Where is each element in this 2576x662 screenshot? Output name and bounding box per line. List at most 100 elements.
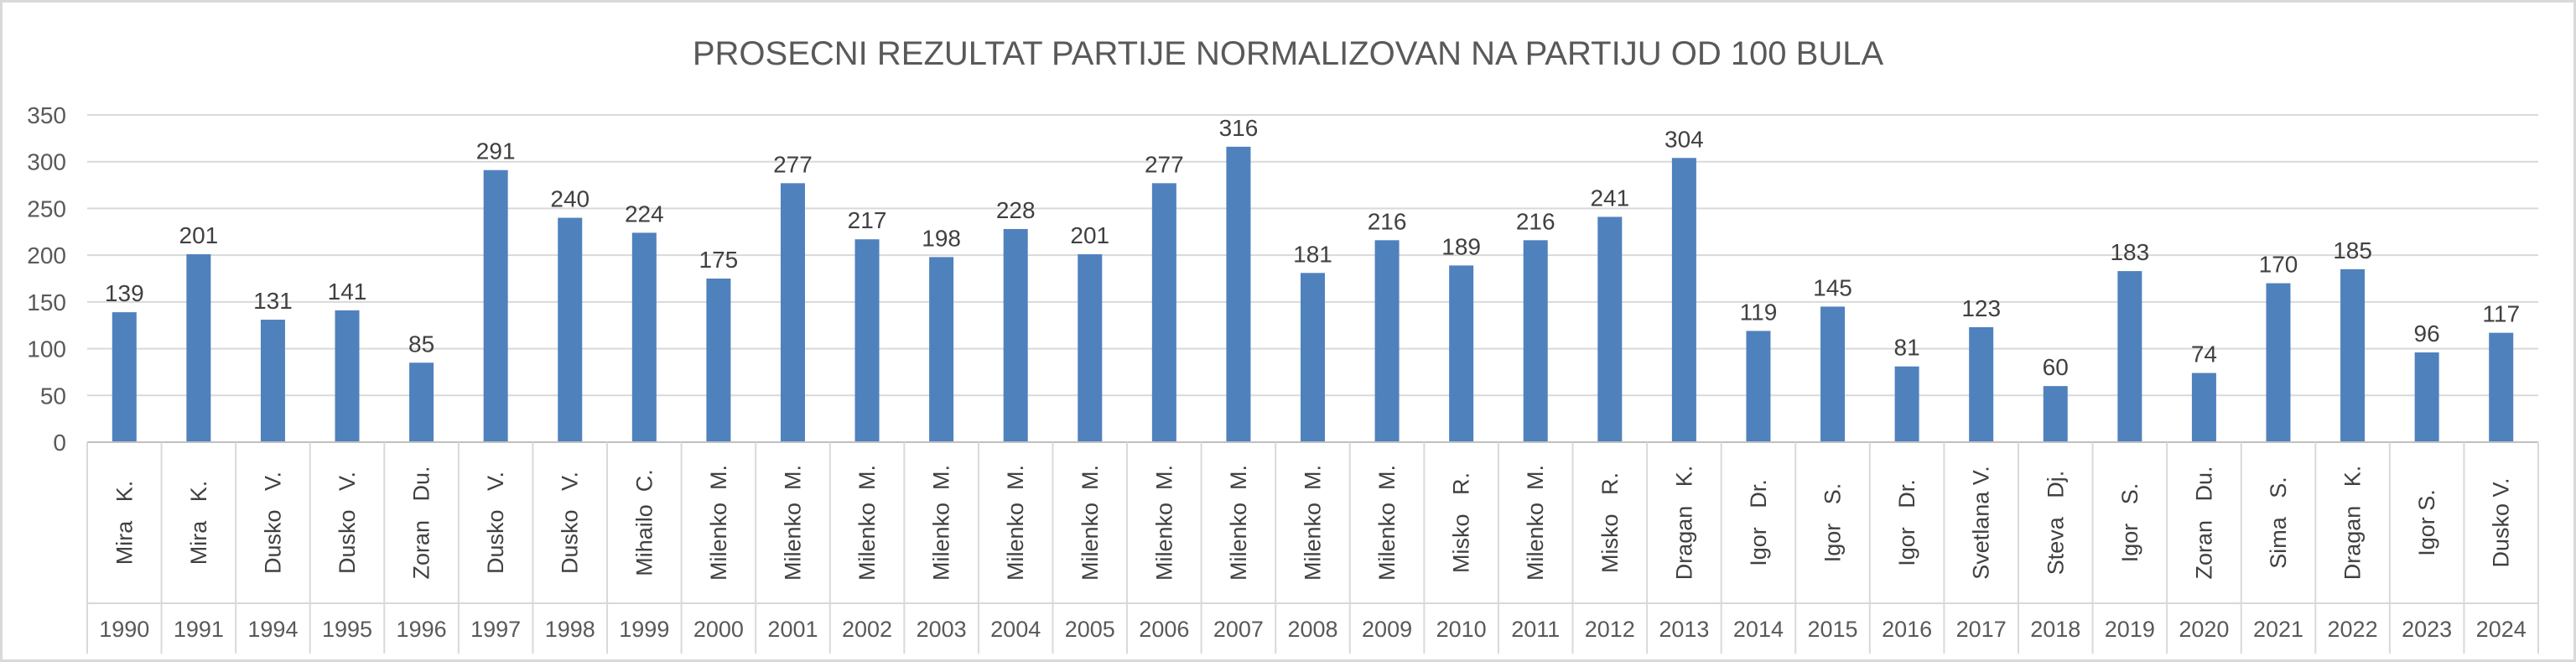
data-label: 217: [848, 207, 887, 233]
bar: [186, 254, 211, 442]
data-label: 185: [2333, 237, 2372, 263]
bar: [1226, 146, 1251, 442]
bar: [409, 362, 434, 442]
data-label: 181: [1293, 241, 1332, 267]
bar: [1301, 273, 1325, 442]
bar: [1746, 331, 1771, 442]
category-name-label: Milenko M.: [854, 465, 880, 581]
chart-title: PROSECNI REZULTAT PARTIJE NORMALIZOVAN N…: [693, 35, 1884, 72]
category-year-label: 2021: [2253, 617, 2303, 642]
category-name-label: Mira K.: [112, 481, 137, 566]
data-label: 189: [1441, 233, 1481, 259]
data-label: 175: [699, 247, 739, 273]
bar: [2117, 271, 2142, 442]
category-year-label: 1998: [545, 617, 595, 642]
y-tick-label: 350: [27, 102, 66, 128]
category-year-label: 1990: [99, 617, 149, 642]
bar: [335, 310, 360, 442]
category-name-label: Milenko M.: [1523, 465, 1548, 581]
bar: [1671, 158, 1696, 442]
bars: [112, 146, 2514, 443]
category-name-label: Dusko V.: [335, 472, 360, 574]
bar: [1969, 326, 1994, 442]
category-name-label: Steva Dj.: [2043, 471, 2068, 576]
category-year-label: 2016: [1882, 617, 1932, 642]
y-tick-label: 100: [27, 336, 66, 362]
data-label: 201: [1070, 222, 1109, 248]
data-label: 145: [1813, 274, 1852, 300]
bar: [1894, 366, 1919, 442]
bar: [854, 239, 880, 442]
bar-chart: PROSECNI REZULTAT PARTIJE NORMALIZOVAN N…: [27, 35, 2539, 654]
category-name-label: Mira K.: [186, 481, 211, 566]
category-year-label: 2004: [990, 617, 1041, 642]
data-label: 277: [1145, 151, 1184, 177]
y-tick-label: 250: [27, 195, 66, 222]
data-label: 228: [996, 197, 1036, 223]
y-tick-label: 150: [27, 289, 66, 315]
data-label: 240: [550, 186, 589, 212]
data-label: 277: [773, 151, 813, 177]
category-year-label: 2006: [1139, 617, 1189, 642]
y-axis: 0 50 100 150 200 250 300 350: [27, 102, 66, 456]
category-year-label: 2001: [767, 617, 818, 642]
category-year-label: 2017: [1956, 617, 2007, 642]
data-label: 304: [1665, 126, 1704, 152]
data-label: 96: [2414, 321, 2440, 347]
data-label: 74: [2191, 341, 2217, 367]
category-name-label: Milenko M.: [1374, 465, 1400, 581]
data-label: 198: [922, 225, 961, 251]
category-name-label: Milenko M.: [1151, 465, 1176, 581]
category-name-label: Zoran Du.: [409, 466, 434, 579]
category-year-label: 2014: [1733, 617, 1784, 642]
category-name-label: Milenko M.: [1078, 465, 1103, 581]
category-year-label: 2010: [1436, 617, 1487, 642]
category-name-label: Igor Dr.: [1894, 479, 1919, 566]
bar: [929, 257, 954, 442]
data-label: 131: [253, 288, 293, 314]
bar: [1078, 254, 1103, 442]
category-year-label: 2013: [1659, 617, 1709, 642]
bar: [706, 279, 731, 442]
data-label: 117: [2482, 301, 2520, 327]
category-name-label: Milenko M.: [780, 465, 805, 581]
data-label: 316: [1219, 115, 1259, 141]
bar: [260, 320, 285, 442]
data-label: 141: [328, 279, 367, 305]
data-label: 216: [1516, 208, 1555, 234]
category-year-label: 1996: [397, 617, 447, 642]
category-name-label: Dragan K.: [2340, 466, 2366, 581]
category-year-label: 2002: [842, 617, 892, 642]
bar: [631, 232, 657, 442]
category-name-label: Dusko V.: [2489, 477, 2514, 567]
y-tick-label: 0: [53, 430, 66, 456]
data-label: 119: [1740, 299, 1778, 325]
bar: [2266, 283, 2291, 442]
category-name-label: Dusko V.: [558, 472, 583, 574]
bar: [1820, 306, 1846, 442]
category-year-label: 1991: [174, 617, 224, 642]
data-label: 81: [1894, 335, 1920, 361]
category-name-label: Misko R.: [1449, 472, 1474, 573]
bar: [2043, 386, 2068, 442]
bar: [1597, 216, 1623, 442]
category-name-label: Igor S.: [2117, 483, 2142, 563]
category-name-label: Misko R.: [1597, 472, 1623, 573]
category-year-label: 1994: [247, 617, 298, 642]
data-label: 85: [408, 331, 434, 357]
category-name-label: Milenko M.: [1003, 465, 1028, 581]
data-label: 241: [1590, 185, 1629, 211]
bar: [1151, 183, 1176, 443]
data-label: 201: [179, 222, 219, 248]
category-year-label: 2000: [693, 617, 744, 642]
x-axis: Mira K. 1990 Mira K. 1991 Dusko V. 1994 Dusko …: [86, 441, 2539, 654]
category-name-label: Dusko V.: [483, 472, 508, 574]
category-name-label: Mihailo C.: [631, 469, 657, 576]
category-name-label: Milenko M.: [1226, 465, 1251, 581]
category-year-label: 2007: [1213, 617, 1264, 642]
data-label: 170: [2259, 252, 2298, 278]
bar: [780, 183, 805, 443]
category-year-label: 2011: [1511, 617, 1560, 642]
category-year-label: 2003: [917, 617, 967, 642]
